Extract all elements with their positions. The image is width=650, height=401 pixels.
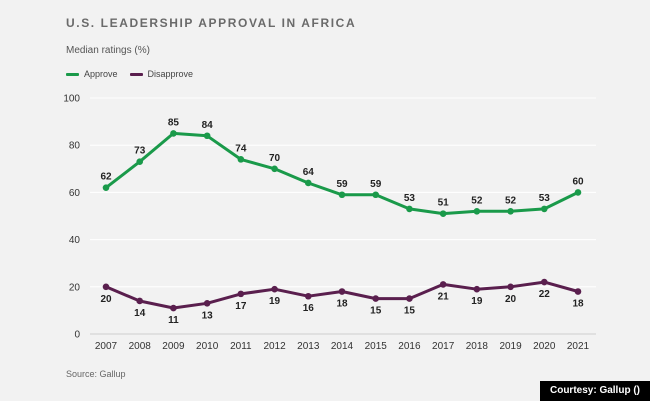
data-point-approve [372, 191, 380, 199]
chart-title: U.S. LEADERSHIP APPROVAL IN AFRICA [66, 16, 357, 30]
x-tick-label: 2009 [162, 341, 185, 352]
data-label-approve: 84 [202, 120, 214, 131]
legend: Approve Disapprove [66, 69, 205, 79]
data-label-disapprove: 20 [505, 294, 517, 305]
data-label-approve: 51 [438, 198, 450, 209]
data-point-disapprove [237, 290, 245, 298]
data-label-approve: 85 [168, 117, 180, 128]
source-note: Source: Gallup [66, 369, 126, 379]
data-label-disapprove: 19 [471, 296, 483, 307]
data-point-approve [170, 130, 177, 137]
data-label-disapprove: 21 [438, 291, 450, 302]
data-point-disapprove [540, 278, 548, 286]
data-label-approve: 74 [235, 143, 247, 154]
x-tick-label: 2021 [567, 341, 590, 352]
data-label-disapprove: 11 [168, 315, 179, 326]
legend-item-approve: Approve [66, 69, 118, 79]
y-tick-label: 0 [74, 330, 80, 341]
data-label-disapprove: 22 [539, 289, 551, 300]
data-label-disapprove: 16 [303, 303, 315, 314]
data-label-approve: 73 [134, 146, 146, 157]
data-point-disapprove [304, 292, 312, 300]
chart-subtitle: Median ratings (%) [66, 45, 150, 56]
data-point-approve [102, 184, 110, 191]
data-label-approve: 62 [100, 172, 112, 183]
y-tick-label: 100 [63, 94, 80, 105]
legend-label-disapprove: Disapprove [147, 69, 194, 79]
data-label-approve: 59 [336, 179, 348, 190]
x-tick-label: 2007 [95, 341, 118, 352]
x-tick-label: 2012 [263, 341, 286, 352]
data-point-disapprove [507, 283, 514, 291]
data-label-disapprove: 17 [235, 301, 247, 312]
x-tick-label: 2010 [196, 341, 219, 352]
x-tick-label: 2011 [230, 341, 252, 352]
data-point-disapprove [473, 285, 481, 293]
data-label-approve: 64 [303, 167, 315, 178]
x-tick-label: 2014 [331, 341, 354, 352]
x-tick-label: 2016 [398, 341, 421, 352]
data-point-disapprove [574, 288, 582, 295]
y-tick-label: 20 [69, 282, 81, 293]
x-tick-label: 2020 [533, 341, 556, 352]
data-label-disapprove: 15 [404, 306, 416, 317]
data-label-approve: 59 [370, 179, 382, 190]
data-point-disapprove [102, 283, 110, 291]
data-label-approve: 60 [572, 176, 584, 187]
data-point-disapprove [271, 285, 278, 293]
data-label-disapprove: 20 [100, 294, 112, 305]
data-point-approve [574, 189, 582, 196]
data-point-disapprove [136, 297, 144, 305]
data-label-approve: 53 [404, 193, 416, 204]
legend-item-disapprove: Disapprove [129, 69, 194, 79]
data-point-disapprove [338, 288, 346, 295]
data-point-disapprove [203, 300, 211, 307]
data-label-disapprove: 18 [336, 299, 348, 310]
legend-label-approve: Approve [84, 69, 118, 79]
data-point-approve [338, 191, 346, 199]
data-label-disapprove: 19 [269, 296, 281, 307]
data-label-approve: 70 [269, 153, 281, 164]
x-tick-label: 2017 [432, 341, 455, 352]
y-tick-label: 40 [69, 235, 81, 246]
data-point-approve [406, 205, 413, 213]
x-tick-label: 2018 [466, 341, 489, 352]
data-point-disapprove [406, 295, 413, 302]
x-tick-label: 2019 [499, 341, 522, 352]
legend-swatch-disapprove [129, 72, 143, 76]
legend-swatch-approve [66, 72, 79, 76]
data-point-approve [271, 165, 278, 173]
data-point-approve [237, 156, 245, 163]
x-tick-label: 2015 [365, 341, 388, 352]
data-point-approve [473, 207, 481, 215]
y-tick-label: 60 [69, 188, 81, 199]
data-label-approve: 52 [471, 195, 483, 206]
data-point-approve [439, 210, 447, 217]
data-label-disapprove: 18 [572, 299, 584, 310]
data-point-disapprove [170, 304, 177, 312]
x-tick-label: 2013 [297, 341, 320, 352]
data-point-approve [540, 205, 548, 213]
data-label-approve: 53 [539, 193, 551, 204]
data-point-approve [136, 158, 144, 166]
data-point-disapprove [372, 295, 380, 302]
data-point-approve [507, 207, 514, 215]
data-point-disapprove [439, 281, 447, 288]
data-label-disapprove: 15 [370, 306, 382, 317]
data-label-approve: 52 [505, 195, 517, 206]
data-point-approve [203, 132, 211, 140]
data-label-disapprove: 13 [202, 310, 214, 321]
y-tick-label: 80 [69, 141, 81, 152]
data-label-disapprove: 14 [134, 308, 146, 319]
x-tick-label: 2008 [129, 341, 152, 352]
data-point-approve [304, 179, 312, 187]
credit-badge: Courtesy: Gallup () [539, 381, 650, 401]
